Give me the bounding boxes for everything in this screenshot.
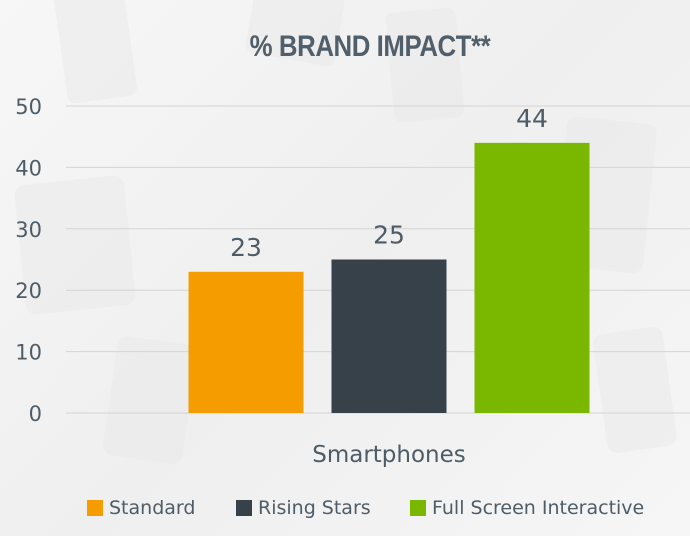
x-category-label: Smartphones [312,442,466,468]
bar-rising-stars [331,259,447,413]
y-tick-label: 40 [15,156,42,180]
legend-label-full-screen-interactive: Full Screen Interactive [432,497,645,519]
legend-item-standard: Standard [87,497,195,519]
legend-label-standard: Standard [109,497,196,519]
legend-swatch-full-screen-interactive [410,500,426,516]
legend-swatch-rising-stars [236,500,252,516]
y-tick-label: 0 [29,402,42,426]
legend: Standard Rising Stars Full Screen Intera… [0,497,690,527]
bar-standard [188,271,304,413]
chart-title: % BRAND IMPACT** [249,30,491,63]
data-label: 44 [516,104,548,133]
legend-label-rising-stars: Rising Stars [258,497,371,519]
y-axis-ticks: 0 10 20 30 40 50 [15,95,42,426]
y-tick-label: 10 [15,341,42,365]
legend-item-full-screen-interactive: Full Screen Interactive [410,497,644,519]
data-labels: 23 25 44 [230,104,548,262]
data-label: 25 [373,221,405,250]
y-tick-label: 50 [15,95,42,119]
legend-item-rising-stars: Rising Stars [236,497,371,519]
y-tick-label: 30 [15,218,42,242]
data-label: 23 [230,233,262,262]
bars [188,142,590,413]
legend-swatch-standard [87,500,103,516]
bar-full-screen-interactive [474,142,590,413]
y-tick-label: 20 [15,279,42,303]
